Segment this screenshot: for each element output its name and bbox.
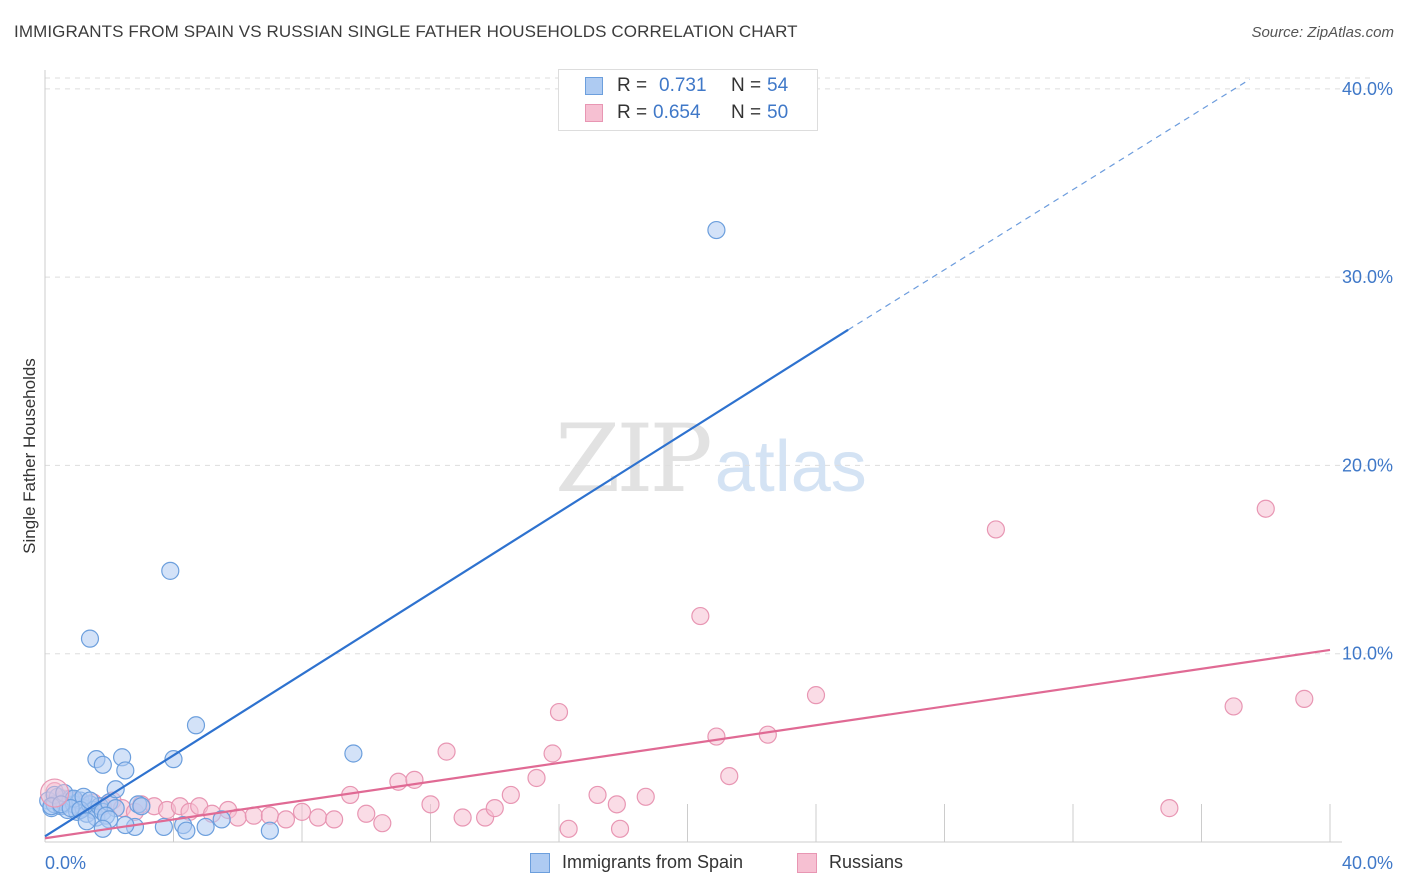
russians-trend-line <box>44 648 1331 840</box>
y-tick-label: 30.0% <box>1342 267 1393 287</box>
spain-point <box>132 797 151 816</box>
russians-point <box>40 778 70 808</box>
spain-point <box>93 755 112 774</box>
spain-point <box>177 821 196 840</box>
russians-point <box>549 702 569 722</box>
russians-point <box>1224 697 1243 716</box>
spain-point <box>154 817 173 837</box>
russians-point <box>559 819 578 838</box>
y-tick-label: 10.0% <box>1342 644 1393 664</box>
russians-point <box>1295 689 1314 708</box>
russians-point <box>453 808 472 827</box>
spain-point <box>186 716 206 735</box>
x-tick-label: 40.0% <box>1342 853 1393 873</box>
russians-point <box>1256 499 1275 518</box>
spain-point <box>212 810 231 829</box>
spain-trend-extension <box>847 78 1251 331</box>
chart-title: IMMIGRANTS FROM SPAIN VS RUSSIAN SINGLE … <box>14 22 798 41</box>
spain-point <box>80 629 100 648</box>
russians-point <box>357 804 376 823</box>
legend-n-label: N = <box>731 102 762 123</box>
russians-point <box>758 725 777 744</box>
legend-swatch-spain <box>585 77 603 95</box>
russians-point <box>527 768 546 788</box>
spain-point <box>344 744 363 763</box>
russians-point <box>1160 799 1179 818</box>
russians-point <box>543 744 562 763</box>
legend-r-value-spain: 0.731 <box>659 75 707 96</box>
spain-point <box>707 220 726 240</box>
russians-point <box>325 810 344 829</box>
bottom-legend-label-spain: Immigrants from Spain <box>562 852 744 872</box>
bottom-legend-swatch-spain <box>530 853 550 873</box>
y-tick-label: 20.0% <box>1342 455 1393 475</box>
russians-point <box>691 606 710 626</box>
russians-point <box>610 819 630 838</box>
russians-point <box>308 808 328 827</box>
russians-point <box>260 806 279 825</box>
russians-point <box>292 802 312 821</box>
russians-point <box>806 686 826 705</box>
spain-point <box>196 817 215 837</box>
legend-n-label: N = <box>731 75 762 96</box>
spain-point <box>116 761 135 780</box>
legend-n-value-spain: 54 <box>767 75 789 96</box>
legend-r-label: R = <box>617 75 648 96</box>
spain-point <box>164 750 183 769</box>
russians-point <box>720 766 739 786</box>
russians-point <box>636 787 655 806</box>
russians-point <box>244 806 263 825</box>
russians-point <box>276 810 296 829</box>
spain-point <box>80 791 100 810</box>
bottom-legend-swatch-russians <box>797 853 817 873</box>
legend-r-label: R = <box>617 102 648 123</box>
russians-point <box>588 785 607 805</box>
y-tick-label: 40.0% <box>1342 79 1393 99</box>
legend-r-value-russians: 0.654 <box>653 102 701 123</box>
legend-n-value-russians: 50 <box>767 102 789 123</box>
bottom-legend-label-russians: Russians <box>829 852 904 872</box>
spain-point <box>161 561 180 580</box>
source-credit: Source: ZipAtlas.com <box>1251 24 1394 41</box>
russians-point <box>485 799 504 818</box>
russians-point <box>607 795 626 814</box>
russians-point <box>373 814 392 833</box>
legend-swatch-russians <box>585 104 603 122</box>
russians-point <box>437 742 456 761</box>
spain-trend-line <box>44 328 849 838</box>
spain-point <box>260 821 279 840</box>
russians-point <box>986 520 1006 539</box>
correlation-legend: R = 0.731 N = 54 R = 0.654 N = 50 <box>558 69 818 131</box>
russians-point <box>707 727 726 746</box>
russians-point <box>421 795 440 814</box>
spain-point <box>77 812 96 831</box>
russians-point <box>501 785 520 805</box>
x-tick-label: 0.0% <box>45 853 86 873</box>
